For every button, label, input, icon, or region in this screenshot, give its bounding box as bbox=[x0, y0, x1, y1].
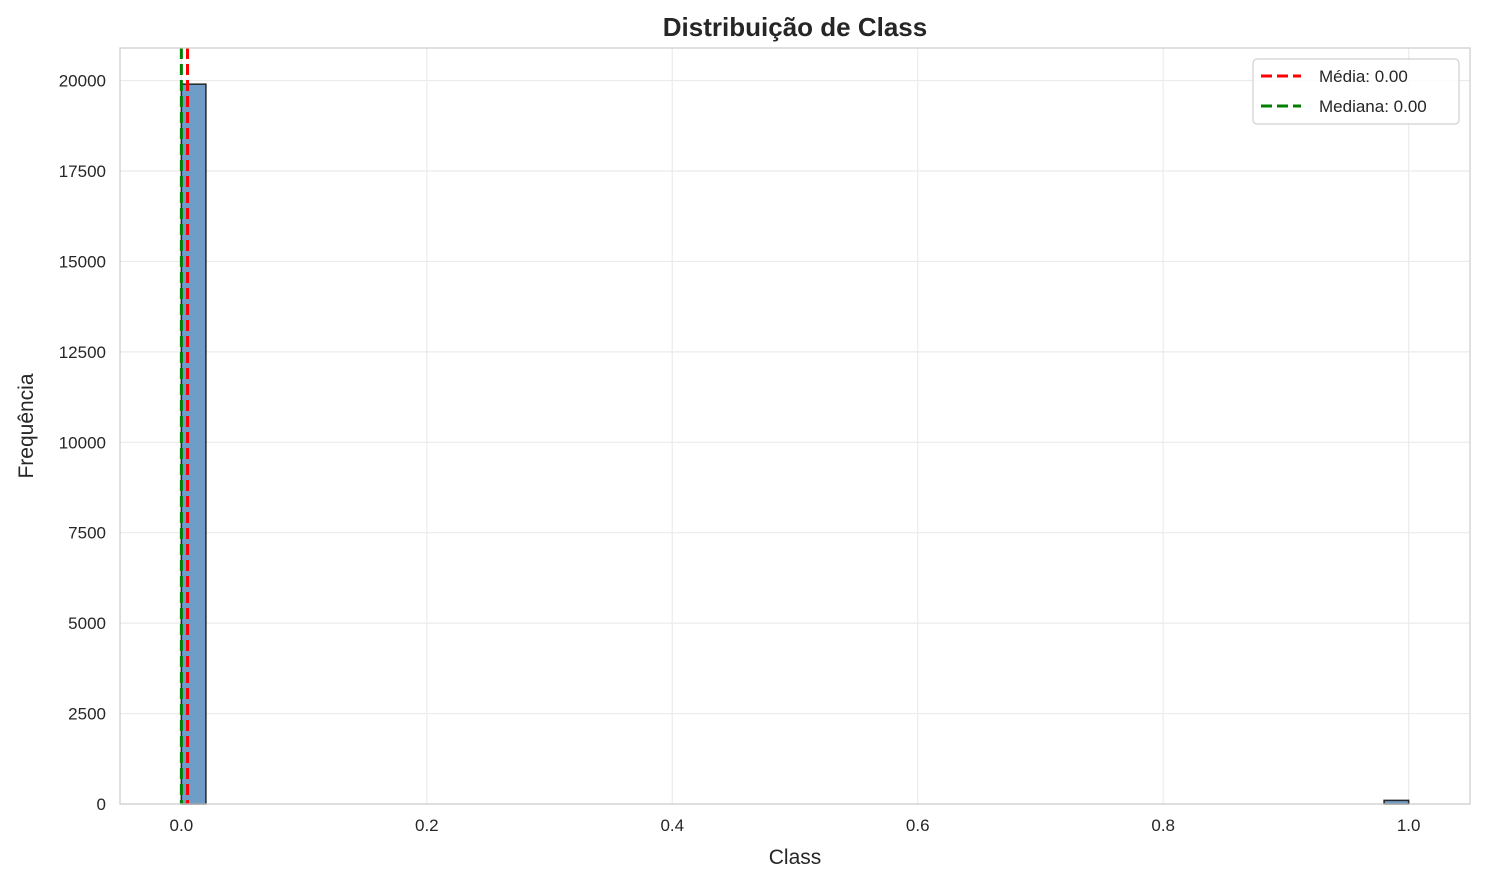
histogram-bar-0 bbox=[180, 83, 207, 805]
y-tick-label-1: 2500 bbox=[68, 705, 106, 724]
y-axis-label: Frequência bbox=[15, 373, 38, 478]
x-axis-label: Class bbox=[769, 846, 822, 869]
x-tick-label-2: 0.4 bbox=[660, 816, 684, 835]
y-tick-label-0: 0 bbox=[97, 795, 106, 814]
y-tick-label-4: 10000 bbox=[59, 433, 106, 452]
y-tick-label-6: 15000 bbox=[59, 252, 106, 271]
legend-box bbox=[1252, 58, 1460, 125]
plot-frame bbox=[119, 47, 1471, 805]
y-tick-label-3: 7500 bbox=[68, 524, 106, 543]
y-tick-label-2: 5000 bbox=[68, 614, 106, 633]
y-tick-label-5: 12500 bbox=[59, 343, 106, 362]
x-tick-label-0: 0.0 bbox=[170, 816, 194, 835]
x-tick-label-1: 0.2 bbox=[415, 816, 439, 835]
histogram-bars bbox=[180, 83, 1410, 805]
legend: Média: 0.00 Mediana: 0.00 bbox=[1252, 58, 1460, 125]
chart-title: Distribuição de Class bbox=[663, 12, 927, 42]
legend-label-0: Média: 0.00 bbox=[1319, 67, 1408, 86]
x-axis-ticks: 0.0 0.2 0.4 0.6 0.8 1.0 bbox=[170, 816, 1421, 835]
legend-label-1: Mediana: 0.00 bbox=[1319, 97, 1427, 116]
x-tick-label-5: 1.0 bbox=[1397, 816, 1421, 835]
y-axis-ticks: 0 2500 5000 7500 10000 12500 15000 17500 20000 bbox=[59, 72, 106, 814]
x-tick-label-3: 0.6 bbox=[906, 816, 930, 835]
reference-lines bbox=[179, 48, 189, 804]
grid-lines bbox=[120, 48, 1470, 805]
x-tick-label-4: 0.8 bbox=[1151, 816, 1175, 835]
y-tick-label-7: 17500 bbox=[59, 162, 106, 181]
y-tick-label-8: 20000 bbox=[59, 72, 106, 91]
